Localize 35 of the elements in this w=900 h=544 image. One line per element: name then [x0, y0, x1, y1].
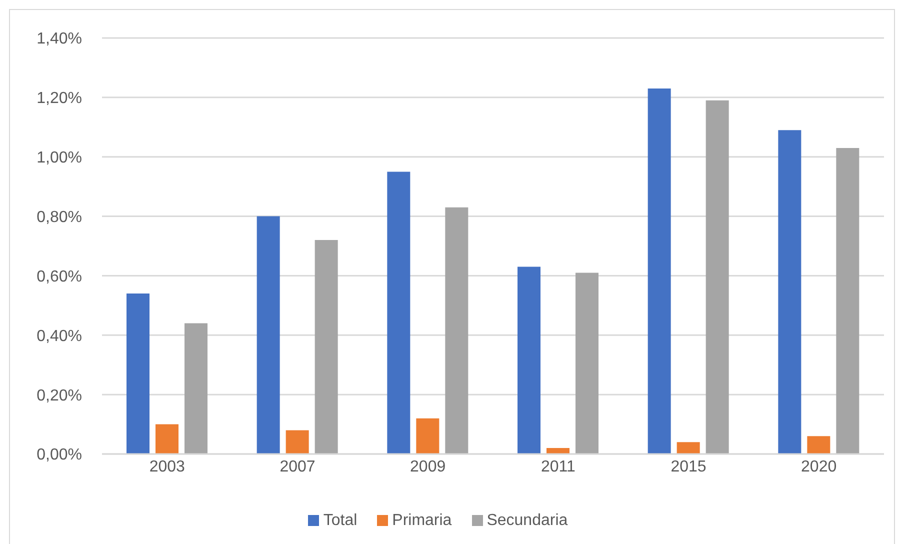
- bar: [156, 424, 179, 454]
- bar: [286, 430, 309, 454]
- bar: [126, 294, 150, 454]
- bar: [416, 418, 440, 454]
- bar: [546, 448, 570, 454]
- bar: [314, 240, 338, 454]
- y-tick-label: 1,20%: [36, 90, 82, 108]
- bar: [518, 266, 541, 454]
- y-tick-label: 0,60%: [36, 268, 82, 286]
- bar: [778, 130, 802, 454]
- y-tick-label: 1,00%: [36, 150, 82, 167]
- bar: [387, 172, 410, 454]
- y-tick-label: 0,00%: [36, 446, 82, 464]
- x-tick-label: 2015: [670, 458, 706, 476]
- y-tick-label: 0,20%: [36, 387, 82, 404]
- bar: [648, 88, 671, 454]
- legend-label: Secundaria: [486, 512, 568, 529]
- y-tick-label: 0,80%: [36, 208, 82, 226]
- bar: [676, 442, 700, 454]
- legend-label: Total: [323, 512, 358, 529]
- legend-label: Primaria: [392, 512, 452, 529]
- x-tick-label: 2020: [801, 458, 837, 476]
- bar: [836, 148, 860, 454]
- bar: [445, 207, 468, 454]
- y-tick-label: 1,40%: [36, 30, 82, 48]
- bar: [807, 436, 830, 454]
- x-tick-label: 2003: [149, 458, 186, 476]
- x-tick-label: 2009: [410, 458, 446, 476]
- bar: [576, 272, 599, 454]
- bar: [184, 323, 208, 454]
- x-tick-label: 2007: [280, 458, 316, 476]
- bar: [706, 100, 729, 454]
- y-tick-label: 0,40%: [36, 328, 82, 345]
- x-tick-label: 2011: [540, 458, 576, 476]
- bar: [256, 216, 280, 454]
